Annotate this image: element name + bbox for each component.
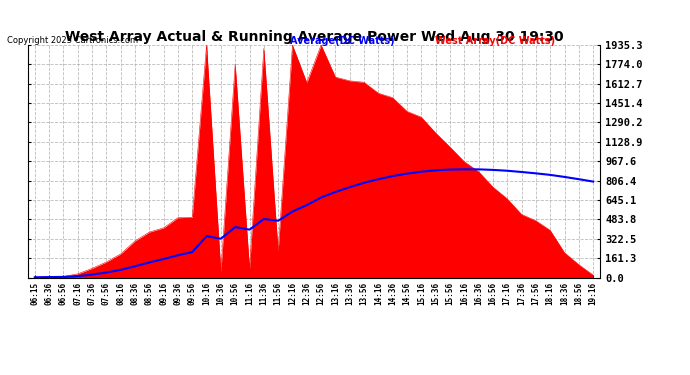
Text: Copyright 2023 Cartronics.com: Copyright 2023 Cartronics.com: [7, 36, 138, 45]
Text: Average(DC Watts): Average(DC Watts): [290, 36, 395, 46]
Text: West Array(DC Watts): West Array(DC Watts): [435, 36, 555, 46]
Title: West Array Actual & Running Average Power Wed Aug 30 19:30: West Array Actual & Running Average Powe…: [65, 30, 563, 44]
